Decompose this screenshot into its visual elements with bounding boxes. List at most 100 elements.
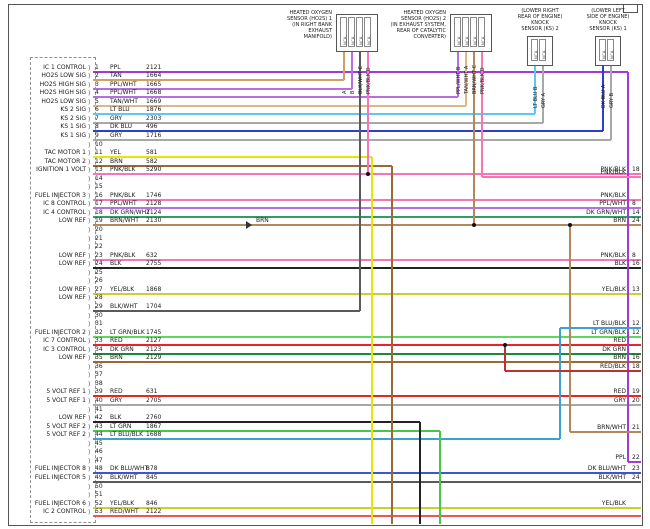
pcm-pin-number: 15 xyxy=(95,183,103,190)
wire-vertical xyxy=(542,66,544,123)
pcm-left-label: IC 2 CONTROL xyxy=(43,508,86,515)
connector-title-line: REAR OF CATALYTIC xyxy=(396,28,446,34)
pcm-pin-socket: ) xyxy=(88,184,91,191)
pcm-pin-number: 31 xyxy=(95,320,103,327)
wire-color-label: BLK xyxy=(110,414,122,421)
pcm-pin-socket: ) xyxy=(88,449,91,456)
pcm-pin-number: 7 xyxy=(95,115,99,122)
pcm-left-label: LOW REF xyxy=(58,286,86,293)
pcm-left-label: LOW REF xyxy=(58,294,86,301)
connector-pin-label: A xyxy=(342,90,348,94)
pcm-pin-number: 17 xyxy=(95,200,103,207)
wire-horizontal xyxy=(93,96,458,98)
pcm-pin-number: 11 xyxy=(95,149,103,156)
right-wire-label: PNK/BLK xyxy=(600,166,626,173)
wire-color-label: DK GRN/WHT xyxy=(110,209,150,216)
wire-vertical xyxy=(627,72,629,462)
circuit-number: 2303 xyxy=(146,115,162,122)
pcm-left-label: FUEL INJECTOR 6 xyxy=(34,500,86,507)
wire-horizontal xyxy=(93,507,641,509)
pcm-pin-number: 9 xyxy=(95,132,99,139)
wire-color-label: YEL/BLK xyxy=(110,286,135,293)
pcm-pin-number: 49 xyxy=(95,474,103,481)
right-wire-label: PPL xyxy=(615,454,626,461)
pcm-left-label: LOW REF xyxy=(58,414,86,421)
cavity-label: NCA xyxy=(481,36,486,45)
right-wire-label: LT GRN/BLK xyxy=(591,329,626,336)
connector-cavity xyxy=(462,17,469,47)
pcm-pin-number: 27 xyxy=(95,286,103,293)
circuit-number: 1664 xyxy=(146,72,162,79)
wire-color-label: PPL/WHT xyxy=(110,89,137,96)
circuit-number: 2123 xyxy=(146,346,162,353)
pcm-pin-number: 51 xyxy=(95,491,103,498)
circuit-number: 1746 xyxy=(146,192,162,199)
right-wire-label: DK GRN xyxy=(602,346,626,353)
pcm-pin-socket: ) xyxy=(88,193,91,200)
connector-title-line: SENSOR (KS) 1 xyxy=(589,26,627,32)
circuit-number: 1867 xyxy=(146,423,162,430)
junction-dot xyxy=(366,172,370,176)
pcm-pin-socket: ) xyxy=(88,73,91,80)
connector-title-line: EXHAUST xyxy=(308,28,332,34)
pcm-left-label: TAC MOTOR 1 xyxy=(44,149,86,156)
pcm-left-label: FUEL INJECTOR 5 xyxy=(34,474,86,481)
pcm-pin-socket: ) xyxy=(88,270,91,277)
wire-color-label: DK BLU/WHT xyxy=(110,465,149,472)
pcm-pin-socket: ) xyxy=(88,210,91,217)
pcm-left-label: IC 3 CONTROL xyxy=(43,346,86,353)
right-wire-label: PNK/BLK xyxy=(600,169,626,176)
right-pin-number: 12 xyxy=(632,329,640,336)
pcm-pin-socket: ) xyxy=(88,253,91,260)
pcm-pin-socket: ) xyxy=(88,415,91,422)
wire-color-label: RED/WHT xyxy=(110,508,139,515)
wire-vertical xyxy=(481,52,483,177)
pcm-left-label: LOW REF xyxy=(58,260,86,267)
wire-horizontal xyxy=(93,130,603,132)
circuit-number: 845 xyxy=(146,474,158,481)
connector-title-line: SENSOR (KS) 2 xyxy=(521,26,559,32)
wire-color-label: GRY xyxy=(110,397,123,404)
pcm-pin-socket: ) xyxy=(88,389,91,396)
pcm-pin-socket: ) xyxy=(88,466,91,473)
splice-arrow xyxy=(246,221,252,229)
circuit-number: 2121 xyxy=(146,64,162,71)
wire-color-label: RED xyxy=(110,337,123,344)
right-wire-label: BLK/WHT xyxy=(598,474,626,481)
connector-title-line: CONVERTER) xyxy=(413,34,447,40)
pcm-pin-socket: ) xyxy=(88,484,91,491)
connector-cavity xyxy=(478,17,485,47)
wire-horizontal xyxy=(93,139,611,141)
pcm-pin-number: 8 xyxy=(95,123,99,130)
wire-horizontal xyxy=(93,353,641,355)
right-wire-label: RED/BLK xyxy=(600,363,626,370)
wire-horizontal xyxy=(93,105,466,107)
pcm-pin-number: 29 xyxy=(95,303,103,310)
pcm-pin-socket: ) xyxy=(88,475,91,482)
pcm-pin-number: 41 xyxy=(95,406,103,413)
connector-title-line: HEATED OXYGEN xyxy=(289,10,332,16)
pcm-pin-number: 10 xyxy=(95,141,103,148)
pcm-left-label: KS 1 SIG xyxy=(60,123,86,130)
circuit-number: 2705 xyxy=(146,397,162,404)
wire-color-label: BRN xyxy=(110,354,123,361)
wire-color-label: PPL xyxy=(110,64,121,71)
wire-color-label: PNK/BLK xyxy=(110,166,136,173)
wire-color-label: BLK xyxy=(110,260,122,267)
wire-vertical xyxy=(343,52,345,80)
pcm-left-label: TAC MOTOR 2 xyxy=(44,158,86,165)
wire-color-label: GRY xyxy=(110,115,123,122)
wire-vertical xyxy=(559,328,561,439)
pcm-pin-socket: ) xyxy=(88,338,91,345)
circuit-number: 582 xyxy=(146,158,158,165)
wire-horizontal xyxy=(93,267,641,269)
pcm-pin-number: 5 xyxy=(95,98,99,105)
pcm-pin-socket: ) xyxy=(88,90,91,97)
connector-pin-label: GRY B xyxy=(609,92,615,108)
pcm-pin-number: 32 xyxy=(95,329,103,336)
right-pin-number: 23 xyxy=(632,465,640,472)
pcm-pin-number: 36 xyxy=(95,363,103,370)
pcm-pin-number: 3 xyxy=(95,81,99,88)
circuit-number: 1669 xyxy=(146,98,162,105)
